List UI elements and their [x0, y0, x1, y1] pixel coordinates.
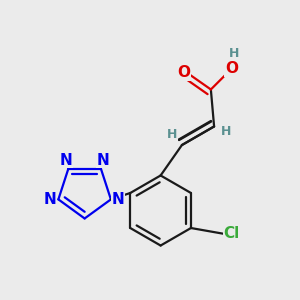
Text: H: H	[167, 128, 178, 141]
Text: N: N	[112, 192, 125, 207]
Text: Cl: Cl	[223, 226, 240, 241]
Text: N: N	[97, 152, 110, 167]
Text: O: O	[177, 65, 190, 80]
Text: O: O	[225, 61, 238, 76]
Text: N: N	[59, 152, 72, 167]
Text: H: H	[220, 125, 231, 138]
Text: H: H	[229, 47, 239, 60]
Text: N: N	[44, 192, 57, 207]
